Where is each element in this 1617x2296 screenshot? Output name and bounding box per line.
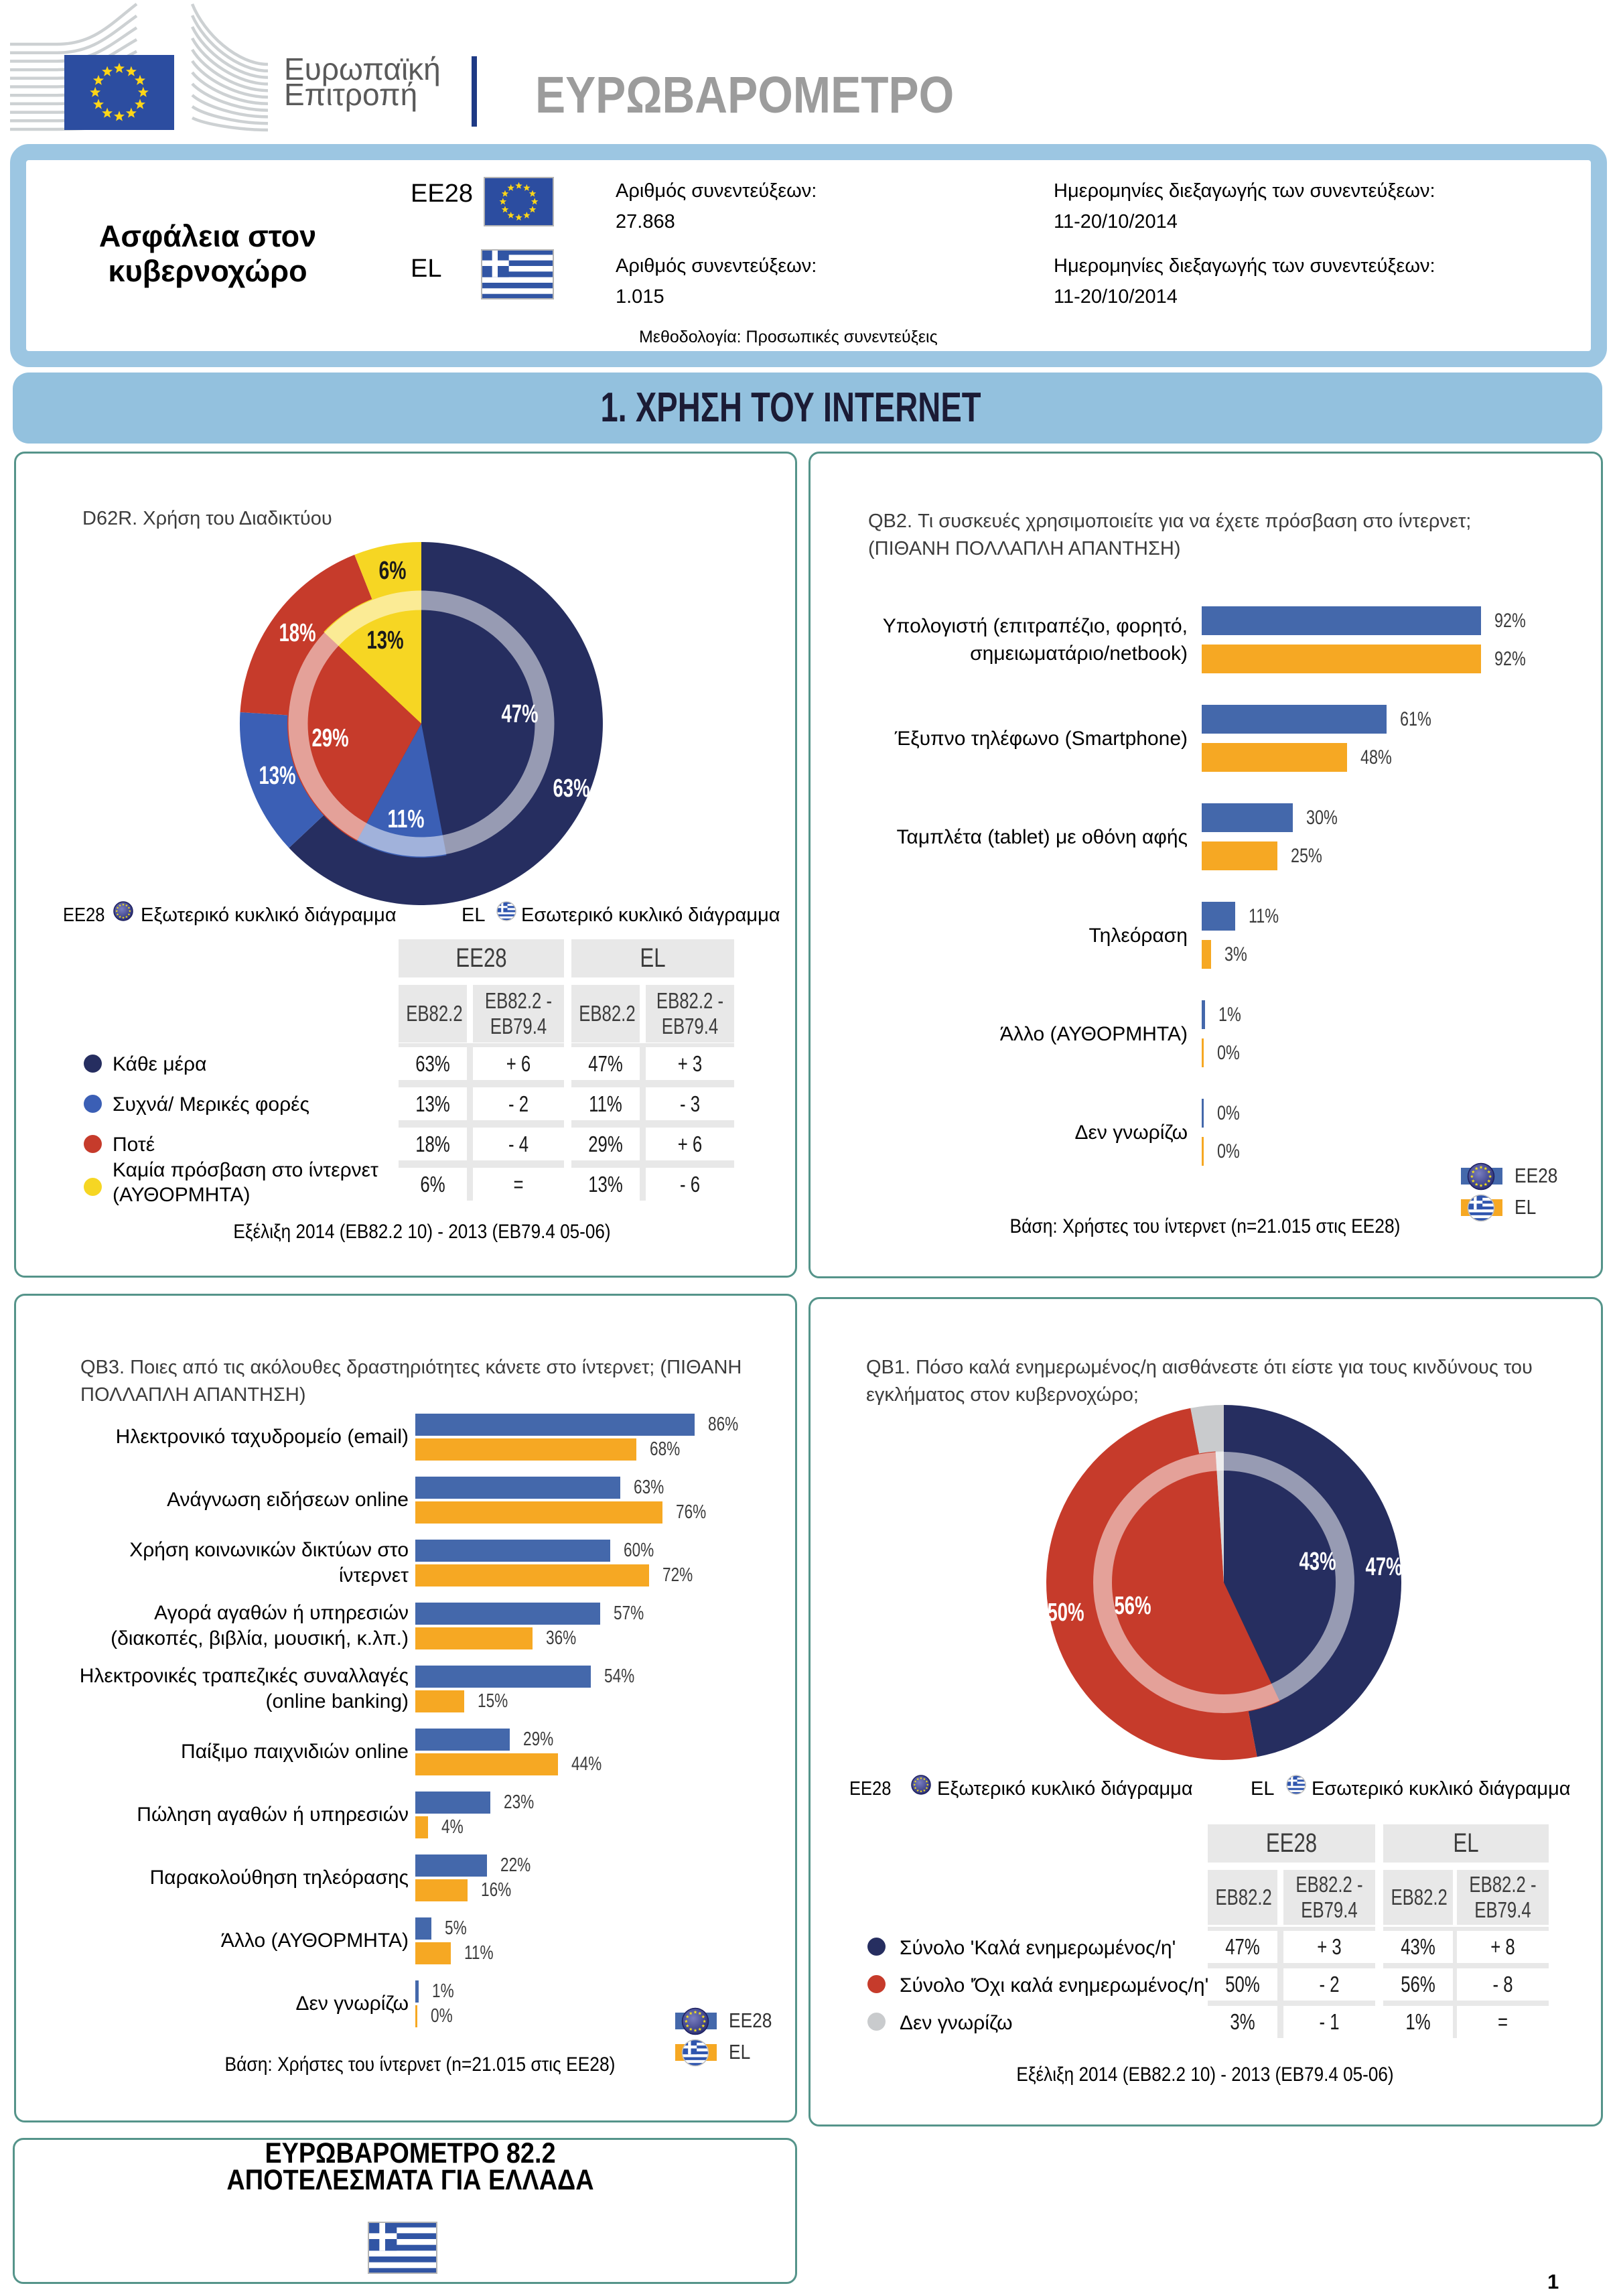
- svg-text:29%: 29%: [312, 724, 349, 752]
- svg-text:63%: 63%: [553, 774, 590, 803]
- svg-text:18%: 18%: [279, 619, 316, 647]
- svg-text:13%: 13%: [367, 626, 404, 655]
- svg-text:47%: 47%: [1366, 1553, 1403, 1581]
- svg-text:56%: 56%: [1115, 1592, 1151, 1620]
- svg-text:11%: 11%: [388, 805, 425, 833]
- svg-text:47%: 47%: [502, 700, 539, 728]
- svg-text:6%: 6%: [379, 557, 407, 585]
- svg-text:13%: 13%: [259, 762, 296, 790]
- svg-text:43%: 43%: [1299, 1548, 1336, 1576]
- svg-text:50%: 50%: [1048, 1599, 1084, 1627]
